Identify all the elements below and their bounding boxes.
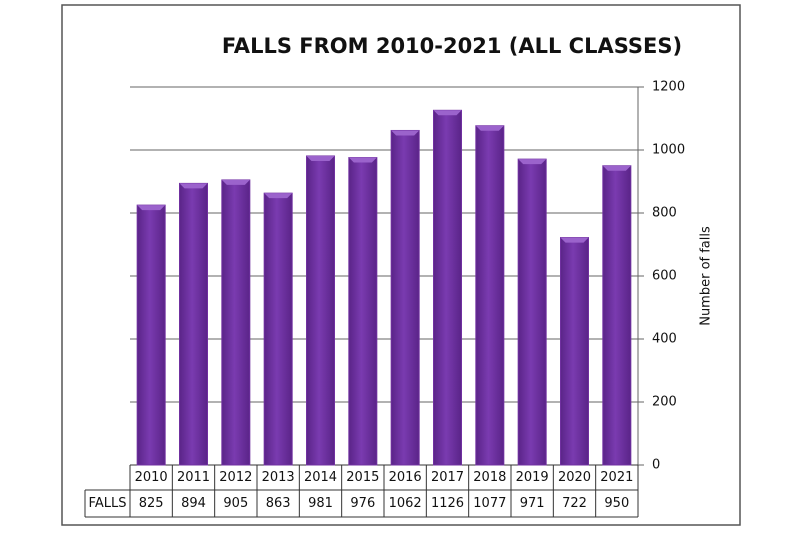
bar bbox=[560, 237, 589, 466]
bar bbox=[475, 125, 505, 466]
y-tick-label: 1000 bbox=[652, 143, 685, 158]
bar-bevel bbox=[137, 205, 166, 211]
x-tick-label: 2018 bbox=[473, 470, 506, 485]
bar-bevel bbox=[560, 237, 589, 243]
bar-bevel bbox=[221, 179, 250, 185]
table-value: 981 bbox=[308, 496, 333, 511]
legend-label: FALLS bbox=[89, 496, 127, 511]
bar bbox=[306, 155, 335, 466]
bar-bevel bbox=[306, 155, 335, 161]
bar-bevel bbox=[475, 125, 504, 131]
table-value: 971 bbox=[520, 496, 545, 511]
bar bbox=[390, 129, 420, 466]
y-tick-label: 600 bbox=[652, 269, 677, 284]
x-tick-label: 2021 bbox=[600, 470, 633, 485]
x-tick-label: 2011 bbox=[177, 470, 210, 485]
bar bbox=[136, 204, 166, 466]
x-tick-label: 2015 bbox=[346, 470, 379, 485]
x-tick-label: 2014 bbox=[304, 470, 337, 485]
x-tick-label: 2016 bbox=[389, 470, 422, 485]
bar bbox=[348, 157, 378, 466]
x-tick-label: 2013 bbox=[262, 470, 295, 485]
x-tick-label: 2019 bbox=[516, 470, 549, 485]
bar-bevel bbox=[179, 183, 208, 189]
bar bbox=[602, 165, 632, 466]
table-value: 1062 bbox=[389, 496, 422, 511]
table-value: 722 bbox=[562, 496, 587, 511]
bar-bevel bbox=[391, 130, 420, 136]
x-tick-label: 2017 bbox=[431, 470, 464, 485]
bar-bevel bbox=[264, 193, 293, 199]
bar bbox=[433, 109, 462, 466]
y-tick-label: 1200 bbox=[652, 80, 685, 95]
bar-bevel bbox=[433, 110, 462, 116]
table-value: 950 bbox=[604, 496, 629, 511]
y-tick-label: 400 bbox=[652, 332, 677, 347]
bar-bevel bbox=[518, 159, 547, 165]
table-value: 894 bbox=[181, 496, 206, 511]
bar bbox=[179, 182, 208, 466]
y-tick-label: 800 bbox=[652, 206, 677, 221]
bar-bevel bbox=[602, 165, 631, 171]
table-value: 863 bbox=[266, 496, 291, 511]
bar bbox=[517, 158, 547, 466]
x-tick-label: 2012 bbox=[219, 470, 252, 485]
y-tick-label: 200 bbox=[652, 395, 677, 410]
bar bbox=[221, 179, 251, 466]
table-value: 1126 bbox=[431, 496, 464, 511]
table-value: 825 bbox=[139, 496, 164, 511]
bar bbox=[263, 192, 293, 466]
x-tick-label: 2020 bbox=[558, 470, 591, 485]
table-value: 1077 bbox=[473, 496, 506, 511]
y-axis-label: Number of falls bbox=[699, 226, 714, 326]
bar-bevel bbox=[348, 157, 377, 163]
chart-title: FALLS FROM 2010-2021 (ALL CLASSES) bbox=[222, 34, 682, 58]
x-tick-label: 2010 bbox=[135, 470, 168, 485]
y-tick-label: 0 bbox=[652, 458, 660, 473]
table-value: 976 bbox=[350, 496, 375, 511]
table-value: 905 bbox=[223, 496, 248, 511]
